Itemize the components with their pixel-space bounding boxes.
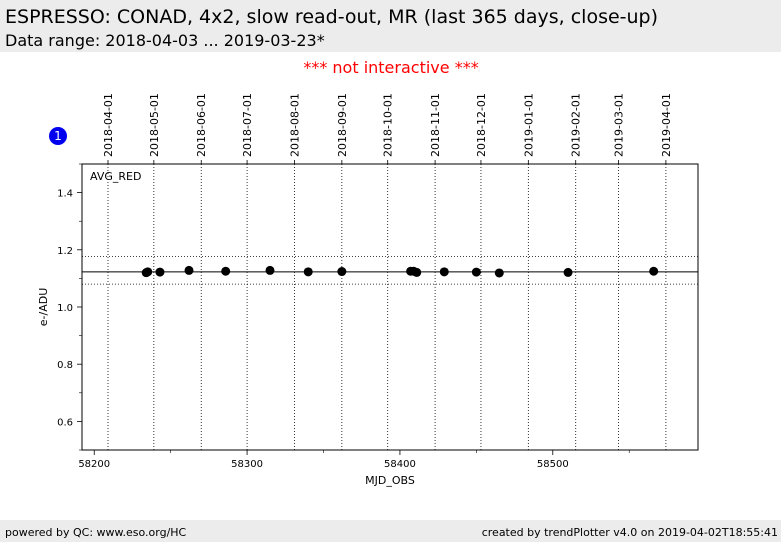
data-range-subtitle: Data range: 2018-04-03 ... 2019-03-23*	[5, 31, 325, 50]
data-point	[494, 268, 504, 278]
top-axis-date-label: 2018-07-01	[241, 93, 254, 157]
top-date-axis: 2018-04-01 2018-05-01 2018-06-01 2018-07-01…	[102, 93, 673, 164]
top-axis-date-label: 2019-04-01	[660, 93, 673, 157]
data-point	[155, 267, 165, 277]
top-axis-date-label: 2018-06-01	[195, 93, 208, 157]
data-point	[471, 267, 481, 277]
data-points	[141, 265, 659, 278]
top-axis-date-label: 2018-04-01	[102, 93, 115, 157]
plot-frame	[81, 163, 699, 451]
header-bar: ESPRESSO: CONAD, 4x2, slow read-out, MR …	[0, 0, 781, 52]
data-point	[337, 267, 347, 277]
data-point	[563, 267, 573, 277]
top-axis-date-label: 2018-10-01	[382, 93, 395, 157]
top-axis-date-label: 2019-03-01	[613, 93, 626, 157]
data-point	[143, 267, 153, 277]
x-tick-label: 58200	[78, 459, 110, 470]
x-axis: 58200 58300 58400 58500	[78, 450, 630, 470]
top-axis-date-label: 2018-08-01	[288, 93, 301, 157]
top-axis-date-label: 2018-12-01	[475, 93, 488, 157]
y-tick-label: 0.6	[57, 417, 73, 428]
y-axis-label: e-/ADU	[37, 288, 50, 327]
x-tick-label: 58400	[384, 459, 416, 470]
top-axis-date-label: 2018-11-01	[429, 93, 442, 157]
plot-number-badge-label: 1	[54, 129, 62, 143]
date-grid	[107, 164, 667, 450]
data-point	[649, 266, 659, 276]
footer-bar: powered by QC: www.eso.org/HC created by…	[0, 520, 781, 542]
data-point	[439, 267, 449, 277]
data-point	[184, 265, 194, 275]
data-point	[265, 265, 275, 275]
top-axis-date-label: 2019-02-01	[570, 93, 583, 157]
y-tick-label: 1.4	[57, 189, 73, 200]
data-point	[221, 266, 231, 276]
y-axis: 0.6 0.8 1.0 1.2 1.4	[57, 163, 82, 451]
page-title: ESPRESSO: CONAD, 4x2, slow read-out, MR …	[5, 6, 659, 28]
y-tick-label: 1.2	[57, 246, 73, 257]
footer-powered-by: powered by QC: www.eso.org/HC	[5, 526, 187, 539]
footer-created-by: created by trendPlotter v4.0 on 2019-04-…	[481, 526, 778, 539]
x-axis-label: MJD_OBS	[365, 474, 415, 487]
reference-lines	[82, 255, 698, 285]
x-tick-label: 58500	[537, 459, 569, 470]
y-tick-label: 1.0	[57, 303, 73, 314]
top-axis-date-label: 2019-01-01	[522, 93, 535, 157]
data-point	[303, 267, 313, 277]
top-axis-date-label: 2018-09-01	[336, 93, 349, 157]
y-tick-label: 0.8	[57, 360, 73, 371]
x-tick-label: 58300	[231, 459, 263, 470]
data-point	[412, 267, 422, 277]
plot-number-badge-icon	[49, 127, 67, 145]
top-axis-date-label: 2018-05-01	[148, 93, 161, 157]
series-annotation: AVG_RED	[90, 170, 141, 183]
not-interactive-notice: *** not interactive ***	[303, 58, 479, 77]
